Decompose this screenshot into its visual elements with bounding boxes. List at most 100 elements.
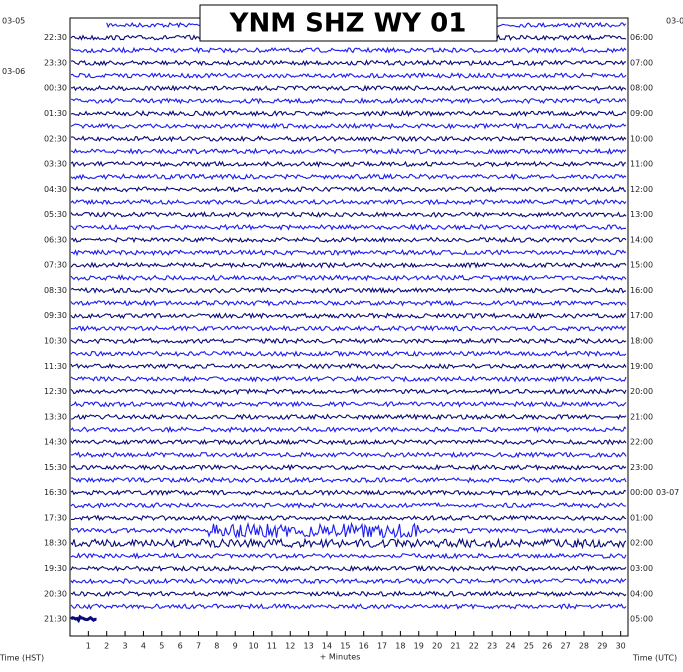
- trace: [70, 476, 627, 484]
- right-time-label: 14:00: [630, 235, 653, 244]
- x-tick-label: 20: [432, 642, 442, 651]
- x-tick-label: 29: [597, 642, 607, 651]
- left-time-label: 20:30: [44, 589, 67, 598]
- left-time-label: 01:30: [44, 109, 67, 118]
- trace: [70, 236, 627, 244]
- trace: [70, 552, 627, 560]
- x-tick-label: 10: [248, 642, 258, 651]
- left-time-label: 12:30: [44, 387, 67, 396]
- left-time-label: 09:30: [44, 311, 67, 320]
- x-axis-label: + Minutes: [320, 653, 361, 662]
- right-time-label: 12:00: [630, 185, 653, 194]
- left-time-label: 02:30: [44, 134, 67, 143]
- trace: [70, 451, 627, 459]
- right-time-label: 00:00: [630, 488, 653, 497]
- right-time-label: 04:00: [630, 589, 653, 598]
- trace: [70, 173, 627, 181]
- right-time-label: 08:00: [630, 84, 653, 93]
- right-time-label: 17:00: [630, 311, 653, 320]
- x-tick-label: 4: [141, 642, 146, 651]
- trace: [70, 514, 627, 522]
- trace: [70, 463, 627, 472]
- left-time-label: 11:30: [44, 362, 67, 371]
- right-date-label: 03-07: [656, 488, 679, 497]
- chart-title: YNM SHZ WY 01: [229, 9, 467, 39]
- trace: [70, 489, 627, 497]
- trace: [70, 602, 627, 610]
- x-tick-label: 8: [214, 642, 219, 651]
- left-time-label: 17:30: [44, 513, 67, 522]
- trace: [70, 362, 627, 370]
- title-box: [199, 4, 498, 42]
- left-time-label: 22:30: [44, 33, 67, 42]
- trace: [70, 400, 627, 408]
- left-time-label: 19:30: [44, 564, 67, 573]
- trace: [70, 299, 627, 307]
- x-tick-label: 30: [616, 642, 626, 651]
- right-time-label: 19:00: [630, 362, 653, 371]
- trace: [70, 59, 627, 67]
- x-tick-label: 26: [542, 642, 552, 651]
- x-tick-label: 16: [359, 642, 369, 651]
- right-time-label: 18:00: [630, 337, 653, 346]
- x-tick-label: 22: [469, 642, 479, 651]
- trace: [70, 135, 627, 143]
- left-time-label: 23:30: [44, 58, 67, 67]
- x-tick-label: 25: [524, 642, 534, 651]
- right-time-label: 15:00: [630, 261, 653, 270]
- x-tick-label: 14: [322, 642, 332, 651]
- trace: [70, 312, 627, 320]
- right-axis-label: Time (UTC): [632, 654, 677, 663]
- left-axis-label: Time (HST): [0, 654, 44, 663]
- x-tick-label: 11: [267, 642, 277, 651]
- left-time-label: 08:30: [44, 286, 67, 295]
- trace: [70, 261, 627, 269]
- left-time-label: 14:30: [44, 438, 67, 447]
- x-tick-label: 9: [233, 642, 238, 651]
- x-tick-label: 1: [86, 642, 91, 651]
- x-tick-label: 7: [196, 642, 201, 651]
- trace: [70, 185, 627, 193]
- x-tick-label: 18: [395, 642, 405, 651]
- trace: [70, 425, 627, 434]
- trace: [70, 72, 627, 79]
- trace: [70, 324, 626, 332]
- x-tick-label: 24: [505, 642, 515, 651]
- right-time-label: 07:00: [630, 58, 653, 67]
- trace: [70, 590, 627, 598]
- x-tick-label: 17: [377, 642, 387, 651]
- left-time-label: 05:30: [44, 210, 67, 219]
- x-tick-label: 13: [304, 642, 314, 651]
- left-time-label: 15:30: [44, 463, 67, 472]
- trace: [70, 46, 627, 54]
- left-time-label: 04:30: [44, 185, 67, 194]
- traces: [70, 21, 627, 624]
- right-time-label: 03:00: [630, 564, 653, 573]
- right-time-label: 21:00: [630, 412, 653, 421]
- trace: [70, 248, 627, 257]
- right-time-label: 02:00: [630, 539, 653, 548]
- x-tick-label: 28: [579, 642, 589, 651]
- right-date-label: 03-06: [666, 17, 683, 26]
- trace: [70, 97, 627, 105]
- left-time-label: 00:30: [44, 84, 67, 93]
- trace: [70, 350, 627, 358]
- trace: [70, 577, 627, 585]
- left-time-label: 16:30: [44, 488, 67, 497]
- left-date-label: 03-06: [2, 67, 25, 76]
- trace: [70, 564, 627, 573]
- left-time-label: 18:30: [44, 539, 67, 548]
- x-tick-label: 15: [340, 642, 350, 651]
- trace: [70, 198, 627, 206]
- trace: [70, 122, 627, 130]
- trace: [70, 438, 627, 446]
- trace: [71, 413, 627, 421]
- x-tick-label: 2: [104, 642, 109, 651]
- left-time-label: 13:30: [44, 412, 67, 421]
- x-tick-label: 21: [450, 642, 460, 651]
- left-time-label: 06:30: [44, 235, 67, 244]
- trace: [70, 614, 97, 624]
- trace: [70, 109, 627, 118]
- right-time-label: 22:00: [630, 438, 653, 447]
